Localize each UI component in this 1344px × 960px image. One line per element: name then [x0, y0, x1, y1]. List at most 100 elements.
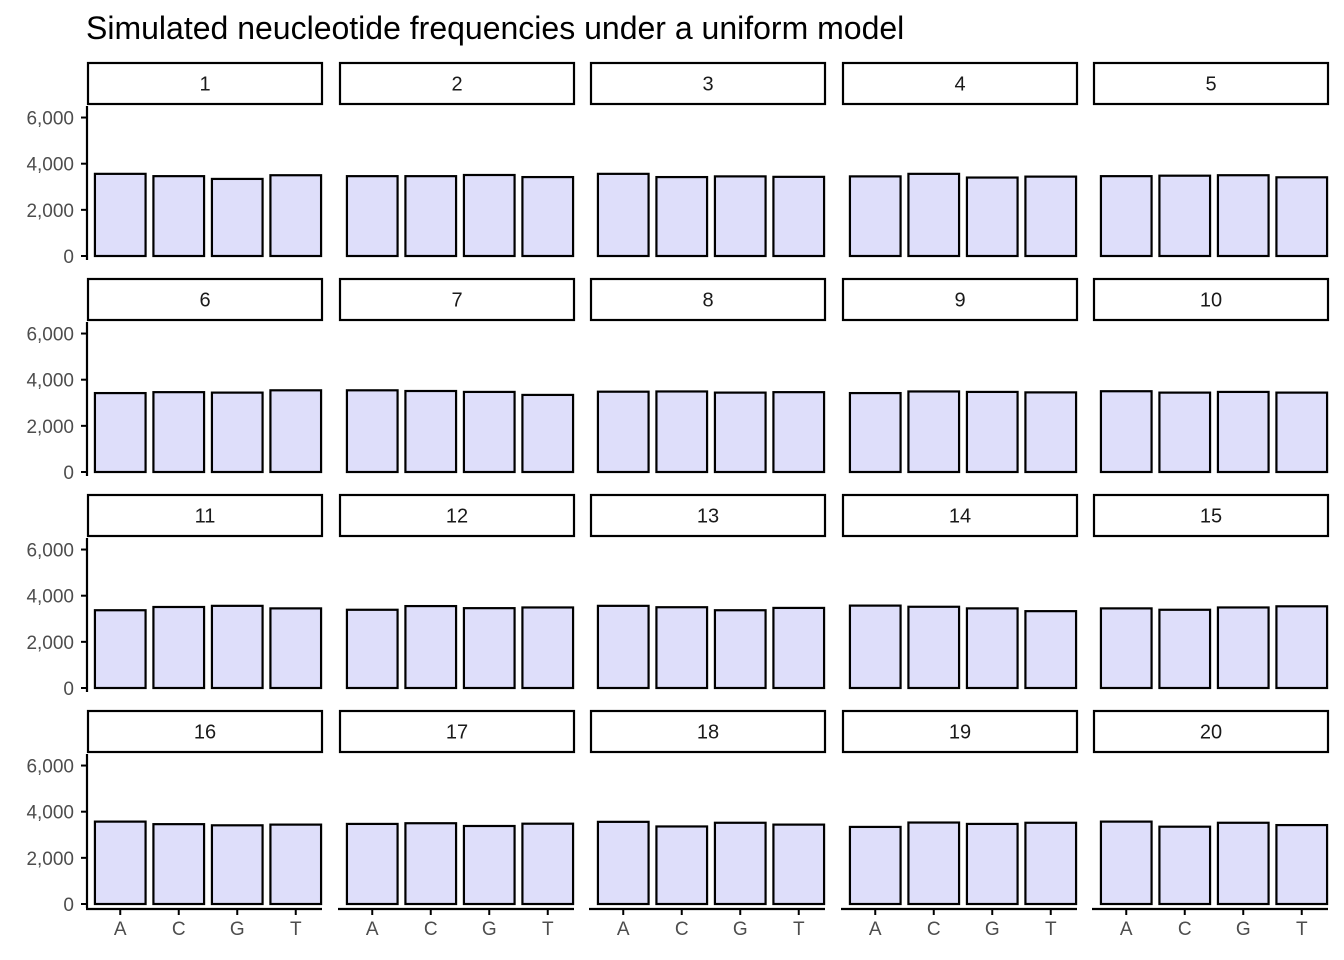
facet-strip — [86, 709, 324, 754]
facet-strip — [589, 493, 827, 538]
y-tick-label: 2,000 — [26, 417, 74, 438]
bar-1-T — [269, 174, 323, 258]
bar-12-T — [521, 606, 575, 690]
bar-18-C — [655, 825, 709, 906]
facet-panel-8: 8 — [589, 277, 827, 474]
facet-panel-7: 7 — [338, 277, 576, 474]
facet-strip-label: 13 — [697, 506, 719, 528]
facet-strip — [1092, 277, 1330, 322]
bar-3-A — [596, 172, 650, 258]
bar-10-A — [1099, 390, 1153, 474]
bar-19-C — [907, 821, 961, 906]
bar-6-C — [152, 391, 206, 474]
facet-strip-label: 10 — [1200, 290, 1222, 312]
bar-16-A — [93, 820, 147, 906]
x-tick-label: G — [1236, 919, 1251, 940]
facet-panel-4: 4 — [841, 61, 1079, 258]
facet-strip — [589, 277, 827, 322]
x-tick-label: A — [1120, 919, 1133, 940]
bar-5-C — [1158, 174, 1212, 258]
bar-4-T — [1024, 175, 1078, 258]
facet-strip — [1092, 61, 1330, 106]
facet-strip — [1092, 709, 1330, 754]
bar-10-C — [1158, 391, 1212, 474]
y-tick-label: 6,000 — [26, 109, 74, 130]
facet-strip-label: 12 — [446, 506, 468, 528]
facet-panel-6: 6 0 2,000 4,000 6,000 — [26, 277, 324, 484]
facet-strip-label: 8 — [702, 290, 713, 312]
bar-6-G — [210, 391, 264, 474]
x-tick-label: A — [869, 919, 882, 940]
bar-20-T — [1275, 823, 1329, 906]
facet-strip — [841, 61, 1079, 106]
bar-16-T — [269, 823, 323, 906]
x-tick-label: A — [617, 919, 630, 940]
x-tick-label: C — [172, 919, 186, 940]
x-tick-label: C — [1178, 919, 1192, 940]
bar-13-T — [772, 606, 826, 690]
bar-20-A — [1099, 820, 1153, 906]
facet-strip — [86, 277, 324, 322]
bar-18-G — [713, 821, 767, 906]
facet-strip-label: 17 — [446, 722, 468, 744]
facet-strip-label: 6 — [199, 290, 210, 312]
facet-strip-label: 14 — [949, 506, 971, 528]
facet-strip-label: 2 — [451, 74, 462, 96]
y-tick-label: 4,000 — [26, 155, 74, 176]
bar-7-G — [462, 390, 516, 474]
y-tick-label: 2,000 — [26, 201, 74, 222]
bar-13-A — [596, 604, 650, 690]
facet-strip — [841, 493, 1079, 538]
facet-strip-label: 20 — [1200, 722, 1222, 744]
bar-8-C — [655, 390, 709, 474]
bar-11-T — [269, 607, 323, 690]
bar-2-C — [404, 175, 458, 258]
bar-7-C — [404, 389, 458, 474]
bar-6-T — [269, 389, 323, 474]
y-tick-label: 0 — [63, 895, 74, 916]
bar-17-A — [345, 822, 399, 906]
bar-7-T — [521, 393, 575, 474]
facet-panel-12: 12 — [338, 493, 576, 690]
facet-panel-11: 11 0 2,000 4,000 6,000 — [26, 493, 324, 700]
facet-strip — [841, 709, 1079, 754]
bar-3-C — [655, 175, 709, 258]
bar-12-C — [404, 604, 458, 690]
x-tick-label: T — [542, 919, 554, 940]
bar-2-G — [462, 173, 516, 258]
facet-strip-label: 11 — [195, 506, 216, 528]
bar-7-A — [345, 389, 399, 474]
bar-14-T — [1024, 610, 1078, 690]
facet-panel-10: 10 — [1092, 277, 1330, 474]
facet-panel-1: 1 0 2,000 4,000 6,000 — [26, 61, 324, 268]
bar-4-G — [965, 176, 1019, 258]
x-tick-label: G — [985, 919, 1000, 940]
x-tick-label: C — [927, 919, 941, 940]
facet-panel-20: 20 A C G T — [1092, 709, 1330, 940]
x-tick-label: G — [733, 919, 748, 940]
facet-panel-5: 5 — [1092, 61, 1330, 258]
facet-panel-17: 17 A C G T — [338, 709, 576, 940]
y-tick-label: 0 — [63, 247, 74, 268]
y-tick-label: 0 — [63, 463, 74, 484]
bar-11-G — [210, 604, 264, 690]
bar-1-C — [152, 175, 206, 258]
bar-1-A — [93, 172, 147, 258]
facet-panel-16: 16 0 2,000 4,000 6,000 A C G T — [26, 709, 324, 940]
bar-16-G — [210, 824, 264, 906]
facet-strip-label: 9 — [954, 290, 965, 312]
bar-4-C — [907, 172, 961, 258]
bar-2-T — [521, 175, 575, 258]
bar-13-G — [713, 609, 767, 690]
bar-10-T — [1275, 391, 1329, 474]
facet-strip — [338, 61, 576, 106]
facet-panel-15: 15 — [1092, 493, 1330, 690]
bar-13-C — [655, 606, 709, 690]
bar-9-C — [907, 390, 961, 474]
facet-strip — [86, 493, 324, 538]
facet-strip-label: 1 — [199, 74, 210, 96]
facet-strip-label: 5 — [1205, 74, 1216, 96]
bar-19-G — [965, 822, 1019, 906]
bar-17-T — [521, 822, 575, 906]
bar-5-A — [1099, 175, 1153, 258]
